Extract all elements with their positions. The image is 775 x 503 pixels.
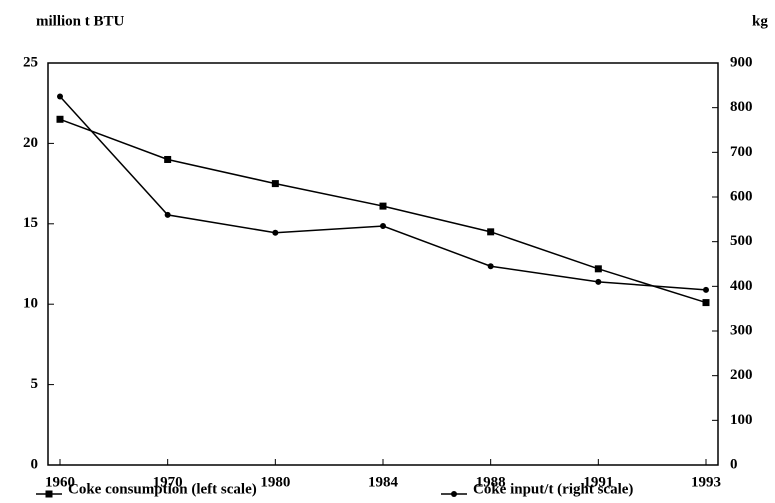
series-line <box>59 118 707 304</box>
x-tick-label: 1993 <box>691 474 721 490</box>
y-tick-label: 25 <box>23 54 38 70</box>
y-tick-label: 20 <box>23 135 38 151</box>
marker <box>451 491 457 497</box>
y-axis-label: million t BTU <box>36 13 125 29</box>
y-tick-label: 5 <box>31 376 39 392</box>
series-line <box>59 95 707 291</box>
y-tick-label: 0 <box>31 456 39 472</box>
marker <box>594 265 602 273</box>
y2-tick-label: 900 <box>730 54 753 70</box>
y2-tick-label: 100 <box>730 412 753 428</box>
y2-tick-label: 200 <box>730 367 753 383</box>
marker <box>272 229 279 236</box>
y2-axis-label: kg <box>752 13 768 29</box>
marker <box>703 286 709 293</box>
marker <box>164 211 171 218</box>
marker <box>57 93 63 100</box>
marker <box>56 115 64 123</box>
marker <box>379 202 387 210</box>
y2-tick-label: 500 <box>730 233 753 249</box>
x-tick-label: 1988 <box>476 474 506 490</box>
y-tick-label: 15 <box>23 215 38 231</box>
x-tick-label: 1980 <box>260 474 290 490</box>
y2-tick-label: 300 <box>730 322 753 338</box>
marker <box>164 155 172 163</box>
marker <box>45 490 53 498</box>
marker <box>487 263 494 270</box>
marker <box>595 278 602 285</box>
plot-frame <box>47 62 719 466</box>
marker <box>380 223 386 230</box>
legend-label: Coke input/t (right scale) <box>473 481 633 497</box>
y-tick-label: 10 <box>23 296 38 312</box>
y2-tick-label: 0 <box>730 456 738 472</box>
x-tick-label: 1970 <box>153 474 183 490</box>
y2-tick-label: 700 <box>730 144 753 160</box>
y2-tick-label: 800 <box>730 99 753 115</box>
legend-label: Coke consumption (left scale) <box>68 481 257 497</box>
y2-tick-label: 600 <box>730 188 753 204</box>
marker <box>487 228 495 236</box>
x-tick-label: 1991 <box>583 474 613 490</box>
y2-tick-label: 400 <box>730 278 753 294</box>
x-tick-label: 1984 <box>368 474 399 490</box>
marker <box>271 180 279 188</box>
x-tick-label: 1960 <box>45 474 75 490</box>
marker <box>702 299 710 307</box>
